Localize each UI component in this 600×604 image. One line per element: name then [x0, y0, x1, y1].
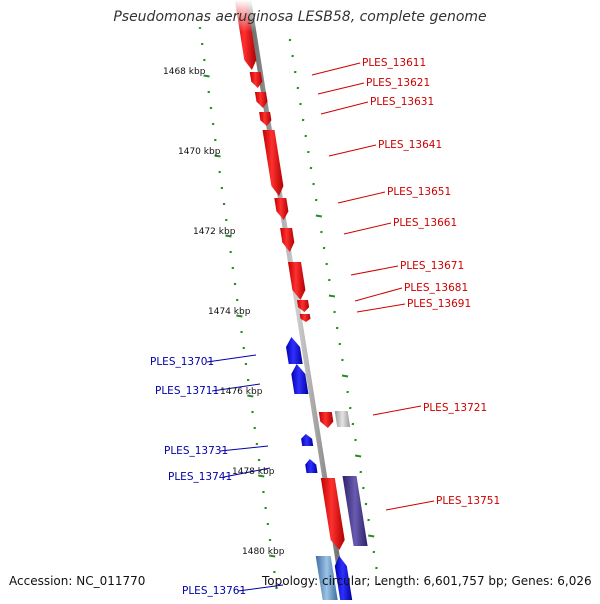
gene-features	[234, 0, 368, 600]
gene-label[interactable]: PLES_13751	[436, 495, 500, 507]
genome-summary-text: Topology: circular; Length: 6,601,757 bp…	[262, 574, 592, 588]
gene-label[interactable]: PLES_13661	[393, 217, 457, 229]
gene-arrow[interactable]	[280, 228, 294, 252]
gene-label[interactable]: PLES_13711	[155, 385, 219, 397]
gene-label[interactable]: PLES_13671	[400, 260, 464, 272]
scale-label: 1470 kbp	[178, 147, 221, 157]
gene-arrow[interactable]	[286, 337, 303, 364]
major-tick	[329, 296, 335, 297]
gene-label[interactable]: PLES_13631	[370, 96, 434, 108]
gene-leader-line	[338, 192, 385, 203]
scale-label: 1472 kbp	[193, 227, 236, 237]
gene-arrow[interactable]	[288, 262, 305, 300]
gene-labels: PLES_13611 PLES_13621 PLES_13631 PLES_13641…	[150, 57, 500, 597]
gene-leader-line	[329, 145, 376, 156]
gene-arrow[interactable]	[305, 459, 317, 473]
genome-title: Pseudomonas aeruginosa LESB58, complete …	[0, 9, 600, 25]
gene-leader-line	[312, 63, 360, 75]
gene-label[interactable]: PLES_13731	[164, 445, 228, 457]
gene-label[interactable]: PLES_13701	[150, 356, 214, 368]
gene-leader-line	[318, 83, 364, 94]
gene-leader-line	[355, 288, 402, 301]
gene-leader-line	[207, 355, 256, 362]
accession-text: Accession: NC_011770	[9, 574, 145, 588]
gene-label[interactable]: PLES_13681	[404, 282, 468, 294]
gene-label[interactable]: PLES_13611	[362, 57, 426, 69]
gene-leader-line	[373, 406, 421, 415]
gene-label[interactable]: PLES_13691	[407, 298, 471, 310]
gene-leader-line	[357, 304, 405, 312]
scale-label: 1480 kbp	[242, 547, 285, 557]
gene-leader-line	[386, 501, 434, 510]
gene-label[interactable]: PLES_13741	[168, 471, 232, 483]
gene-label[interactable]: PLES_13721	[423, 402, 487, 414]
scale-label: 1468 kbp	[163, 67, 206, 77]
gene-label[interactable]: PLES_13621	[366, 77, 430, 89]
scale-label: 1478 kbp	[232, 467, 275, 477]
major-tick	[342, 376, 348, 377]
major-tick	[355, 456, 361, 457]
gene-leader-line	[344, 223, 391, 234]
gene-arrow[interactable]	[263, 130, 284, 196]
scale-label: 1476 kbp	[220, 387, 263, 397]
gene-label[interactable]: PLES_13761	[182, 585, 246, 597]
major-tick	[316, 216, 322, 217]
gene-arrow[interactable]	[274, 198, 288, 220]
gene-label[interactable]: PLES_13651	[387, 186, 451, 198]
gene-leader-line	[321, 102, 368, 114]
scale-label: 1474 kbp	[208, 307, 251, 317]
major-tick	[368, 536, 374, 537]
gene-leader-line	[351, 266, 398, 275]
gene-arrow[interactable]	[319, 412, 334, 428]
gene-arrow[interactable]	[321, 478, 345, 550]
gene-arrow[interactable]	[343, 476, 368, 546]
gene-arrow[interactable]	[335, 411, 351, 427]
gene-label[interactable]: PLES_13641	[378, 139, 442, 151]
gene-arrow[interactable]	[301, 434, 313, 446]
